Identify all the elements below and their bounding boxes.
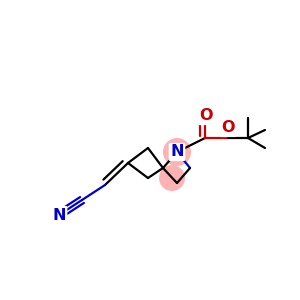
Text: O: O: [199, 109, 213, 124]
Text: N: N: [52, 208, 66, 223]
Circle shape: [163, 138, 191, 166]
Text: O: O: [221, 121, 235, 136]
Text: N: N: [170, 145, 184, 160]
Circle shape: [159, 165, 185, 191]
